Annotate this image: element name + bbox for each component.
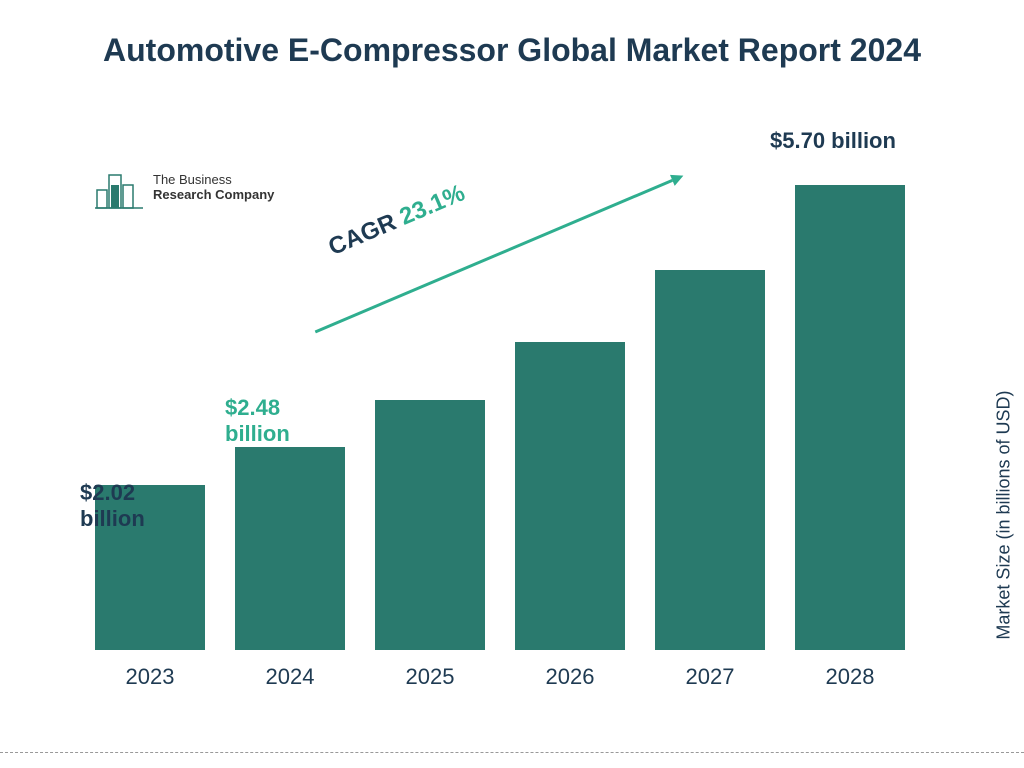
chart-area: 2023 2024 2025 2026 2027 2028 (80, 160, 920, 690)
bar (655, 270, 765, 650)
value-label: $2.48billion (225, 395, 290, 448)
bar-group (510, 342, 630, 650)
x-axis-label: 2028 (790, 664, 910, 690)
x-axis-label: 2026 (510, 664, 630, 690)
bar-group (230, 447, 350, 650)
value-label: $2.02billion (80, 480, 145, 533)
x-axis-label: 2025 (370, 664, 490, 690)
bar-group (650, 270, 770, 650)
x-axis-label: 2027 (650, 664, 770, 690)
bar-group (370, 400, 490, 650)
x-axis-labels: 2023 2024 2025 2026 2027 2028 (80, 664, 920, 690)
x-axis-label: 2024 (230, 664, 350, 690)
bar-group (790, 185, 910, 651)
bars-container (80, 160, 920, 650)
bar (375, 400, 485, 650)
chart-title: Automotive E-Compressor Global Market Re… (0, 30, 1024, 72)
bar (515, 342, 625, 650)
x-axis-label: 2023 (90, 664, 210, 690)
value-label: $5.70 billion (770, 128, 896, 154)
y-axis-label: Market Size (in billions of USD) (994, 391, 1015, 640)
bar (235, 447, 345, 650)
footer-divider (0, 752, 1024, 753)
bar (795, 185, 905, 651)
